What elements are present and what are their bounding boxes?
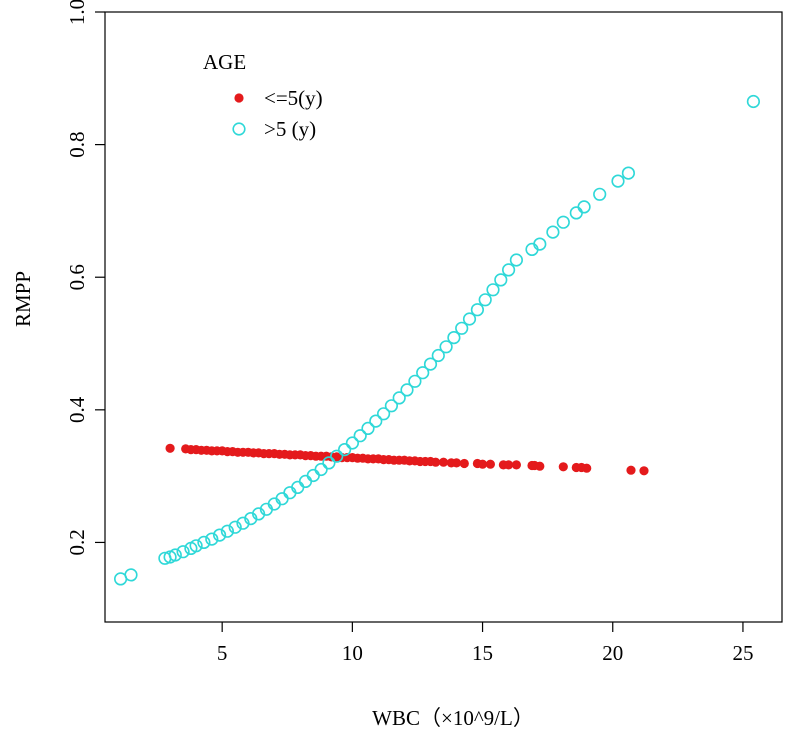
data-point: [369, 414, 383, 428]
data-point: [220, 524, 234, 538]
series-age-gt-5: [113, 94, 761, 586]
data-point: [511, 460, 521, 470]
x-tick-label: 25: [732, 641, 753, 665]
y-tick-label: 0.4: [65, 396, 89, 423]
data-point: [408, 374, 422, 388]
legend-marker-filled: [234, 93, 244, 103]
data-point: [502, 263, 516, 277]
data-point: [168, 548, 182, 562]
data-point: [485, 459, 495, 469]
data-point: [400, 383, 414, 397]
data-point: [509, 253, 524, 267]
data-point: [611, 174, 625, 188]
legend-label: >5 (y): [264, 117, 316, 141]
data-point: [494, 273, 508, 287]
legend-label: <=5(y): [264, 86, 323, 110]
data-point: [451, 458, 462, 468]
y-axis-ticks: 0.2 0.4 0.6 0.8 1.0: [65, 0, 105, 556]
data-point: [478, 459, 488, 469]
data-point: [213, 528, 227, 542]
data-point: [455, 321, 469, 335]
data-point: [338, 443, 352, 457]
series-layer: [113, 94, 761, 586]
data-point: [533, 237, 547, 251]
data-point: [384, 399, 399, 413]
data-point: [577, 200, 591, 214]
data-point: [639, 466, 649, 476]
data-point: [298, 474, 313, 489]
y-axis-label: RMPP: [11, 271, 35, 327]
data-point: [447, 331, 461, 345]
legend-marker-open: [232, 122, 246, 136]
data-point: [459, 458, 469, 469]
data-point: [504, 460, 514, 470]
data-point: [416, 366, 430, 380]
data-point: [746, 94, 761, 109]
x-tick-label: 15: [472, 641, 493, 665]
data-point: [176, 545, 190, 559]
data-point: [423, 357, 438, 371]
data-point: [306, 468, 320, 483]
data-point: [322, 456, 336, 470]
data-point: [353, 429, 367, 443]
data-point: [431, 348, 445, 363]
data-point: [478, 293, 492, 307]
data-point: [345, 436, 360, 450]
data-point: [392, 391, 406, 405]
data-point: [569, 206, 583, 220]
data-point: [556, 215, 570, 229]
data-point: [124, 568, 138, 582]
y-tick-label: 1.0: [65, 0, 89, 25]
x-tick-label: 20: [602, 641, 623, 665]
data-point: [228, 520, 242, 534]
data-point: [314, 462, 328, 477]
data-point: [377, 407, 391, 421]
data-point: [486, 283, 500, 297]
data-point: [621, 166, 636, 180]
data-point: [165, 443, 175, 453]
data-point: [197, 535, 211, 550]
x-axis-label: WBC（×10^9/L）: [372, 706, 534, 730]
data-point: [361, 421, 375, 436]
data-point: [593, 187, 607, 201]
data-point: [330, 449, 344, 463]
data-point: [470, 303, 485, 317]
data-point: [462, 312, 477, 326]
x-tick-label: 10: [342, 641, 363, 665]
legend-title: AGE: [203, 50, 246, 74]
series-age-le-5: [165, 443, 649, 476]
data-point: [439, 340, 453, 354]
data-point: [189, 539, 203, 553]
y-tick-label: 0.2: [65, 529, 89, 555]
data-point: [626, 465, 636, 475]
x-axis-ticks: 5 10 15 20 25: [217, 622, 753, 665]
data-point: [546, 225, 560, 239]
y-tick-label: 0.8: [65, 131, 89, 157]
data-point: [431, 457, 441, 467]
legend: AGE <=5(y) >5 (y): [203, 50, 323, 141]
y-tick-label: 0.6: [65, 264, 89, 290]
legend-items: <=5(y) >5 (y): [232, 86, 323, 141]
data-point: [582, 463, 592, 473]
data-point: [205, 532, 219, 546]
x-tick-label: 5: [217, 641, 228, 665]
data-point: [558, 462, 568, 472]
plot-frame: [104, 11, 783, 623]
axes: [104, 11, 783, 623]
data-point: [438, 457, 449, 467]
data-point: [535, 461, 545, 471]
